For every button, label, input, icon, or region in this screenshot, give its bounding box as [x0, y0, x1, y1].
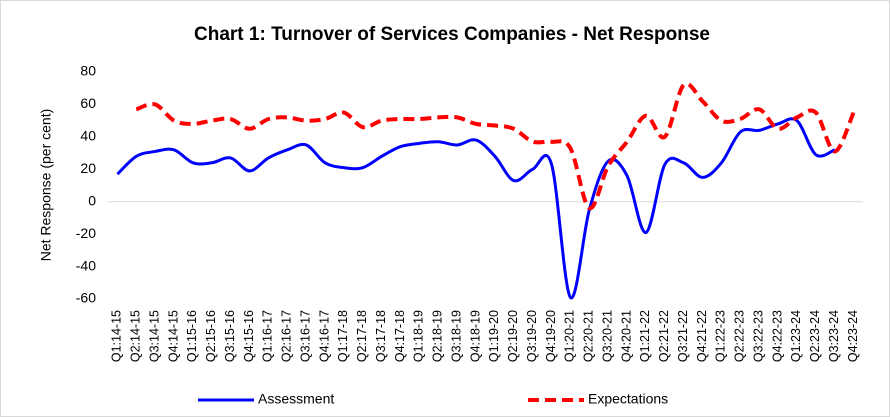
- x-tick-label: Q1:19-20: [487, 310, 501, 362]
- y-tick-label: 0: [88, 192, 96, 208]
- x-tick-label: Q2:22-23: [733, 310, 747, 362]
- x-tick-label: Q3:15-16: [223, 310, 237, 362]
- x-tick-label: Q4:21-22: [695, 310, 709, 362]
- x-tick-label: Q4:23-24: [846, 310, 860, 362]
- y-tick-label: -40: [76, 257, 96, 273]
- x-tick-label: Q3:22-23: [751, 310, 765, 362]
- x-tick-label: Q2:16-17: [280, 310, 294, 362]
- y-tick-label: 80: [80, 63, 96, 79]
- x-tick-label: Q4:22-23: [770, 310, 784, 362]
- x-tick-label: Q4:17-18: [393, 310, 407, 362]
- x-tick-label: Q2:19-20: [506, 310, 520, 362]
- x-tick-label: Q3:18-19: [449, 310, 463, 362]
- x-tick-label: Q3:23-24: [827, 310, 841, 362]
- x-tick-label: Q4:14-15: [166, 310, 180, 362]
- x-tick-label: Q2:14-15: [129, 310, 143, 362]
- x-tick-label: Q4:18-19: [468, 310, 482, 362]
- x-tick-label: Q3:16-17: [298, 310, 312, 362]
- x-tick-label: Q2:23-24: [808, 310, 822, 362]
- y-tick-label: -20: [76, 225, 96, 241]
- x-tick-label: Q2:18-19: [431, 310, 445, 362]
- x-tick-label: Q1:16-17: [261, 310, 275, 362]
- legend-label: Expectations: [588, 391, 668, 407]
- x-tick-label: Q3:21-22: [676, 310, 690, 362]
- x-tick-label: Q3:19-20: [525, 310, 539, 362]
- y-tick-label: -60: [76, 290, 96, 306]
- x-tick-label: Q4:15-16: [242, 310, 256, 362]
- line-series: [116, 117, 836, 300]
- x-tick-label: Q4:16-17: [317, 310, 331, 362]
- x-tick-label: Q3:14-15: [147, 310, 161, 362]
- x-tick-label: Q4:19-20: [544, 310, 558, 362]
- x-tick-label: Q2:20-21: [582, 310, 596, 362]
- x-tick-label: Q1:17-18: [336, 310, 350, 362]
- x-tick-label: Q4:20-21: [619, 310, 633, 362]
- y-axis-label: Net Response (per cent): [38, 109, 54, 262]
- x-tick-label: Q2:15-16: [204, 310, 218, 362]
- x-tick-label: Q1:15-16: [185, 310, 199, 362]
- x-tick-label: Q1:18-19: [412, 310, 426, 362]
- x-tick-label: Q3:20-21: [600, 310, 614, 362]
- x-tick-label: Q1:14-15: [110, 310, 124, 362]
- x-tick-label: Q1:23-24: [789, 310, 803, 362]
- y-tick-label: 20: [80, 160, 96, 176]
- x-tick-label: Q2:17-18: [355, 310, 369, 362]
- x-tick-label: Q1:21-22: [638, 310, 652, 362]
- x-tick-label: Q1:20-21: [563, 310, 577, 362]
- y-tick-label: 40: [80, 128, 96, 144]
- x-tick-label: Q3:17-18: [374, 310, 388, 362]
- line-series: [135, 81, 856, 211]
- y-tick-label: 60: [80, 95, 96, 111]
- x-tick-label: Q2:21-22: [657, 310, 671, 362]
- x-tick-label: Q1:22-23: [714, 310, 728, 362]
- legend-label: Assessment: [258, 391, 334, 407]
- chart-title: Chart 1: Turnover of Services Companies …: [194, 24, 710, 45]
